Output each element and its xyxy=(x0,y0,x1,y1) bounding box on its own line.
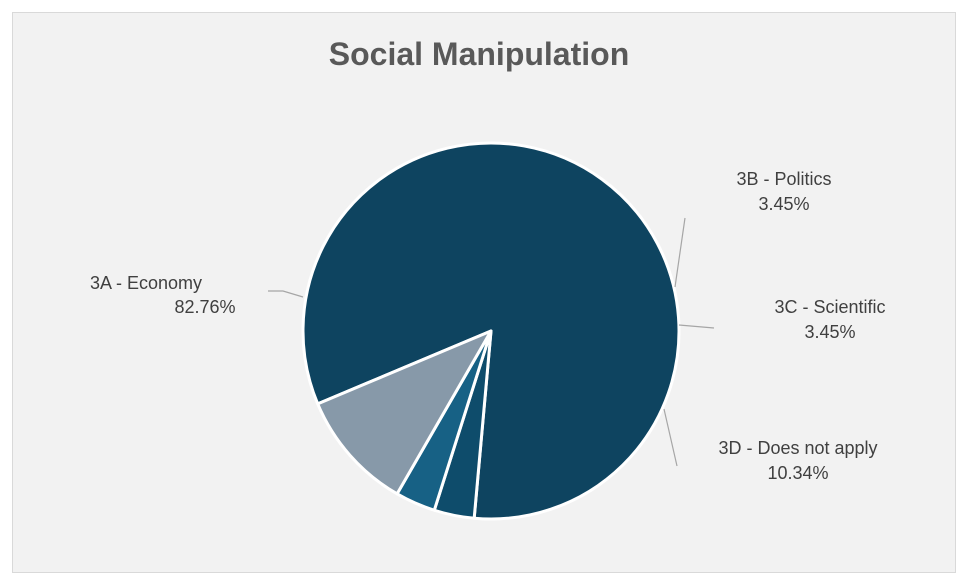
slice-value-3d-does-not-apply: 10.34% xyxy=(767,463,828,483)
chart-title: Social Manipulation xyxy=(328,36,630,72)
slice-label-3d-does-not-apply: 3D - Does not apply xyxy=(718,438,877,458)
slice-value-3c-scientific: 3.45% xyxy=(804,322,855,342)
slice-label-3c-scientific: 3C - Scientific xyxy=(774,297,885,317)
slice-value-3b-politics: 3.45% xyxy=(758,194,809,214)
slice-label-3a-economy: 3A - Economy xyxy=(90,273,202,293)
leader-line-3a-economy xyxy=(268,290,304,298)
pie-slice-3d-does-not-apply xyxy=(316,329,493,496)
slice-label-3b-politics: 3B - Politics xyxy=(736,169,831,189)
leader-line-3d-does-not-apply xyxy=(663,408,678,467)
leader-line-3c-scientific xyxy=(678,324,715,329)
leader-line-3b-politics xyxy=(674,217,686,288)
slice-value-3a-economy: 82.76% xyxy=(174,297,235,317)
